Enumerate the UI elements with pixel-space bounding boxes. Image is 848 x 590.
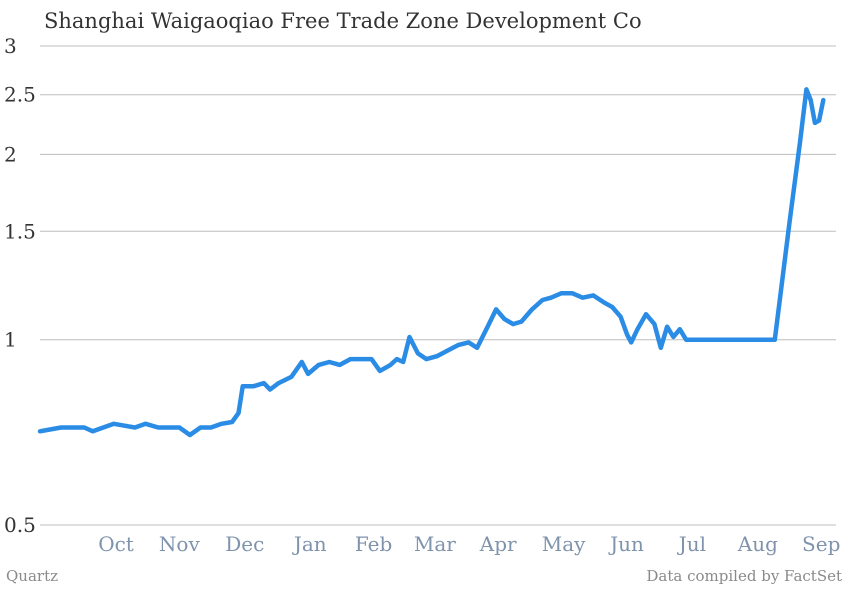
x-tick-label-jul: Jul	[677, 532, 706, 556]
x-tick-label-sep: Sep	[802, 532, 840, 556]
y-tick-label: 0.5	[4, 513, 36, 537]
chart-title: Shanghai Waigaoqiao Free Trade Zone Deve…	[44, 9, 642, 33]
y-tick-label: 2.5	[4, 83, 36, 107]
y-tick-label: 3	[4, 34, 17, 58]
x-tick-label-apr: Apr	[479, 532, 517, 556]
x-tick-label-oct: Oct	[98, 532, 134, 556]
y-axis-ticks: 3 2.5 2 1.5 1 0.5	[4, 34, 36, 537]
x-tick-label-jun: Jun	[608, 532, 644, 556]
y-tick-label: 1.5	[4, 219, 36, 243]
x-tick-label-mar: Mar	[414, 532, 456, 556]
gridlines	[40, 45, 836, 526]
x-tick-label-aug: Aug	[737, 532, 778, 556]
x-tick-label-may: May	[542, 532, 586, 556]
x-tick-label-dec: Dec	[225, 532, 264, 556]
source-right: Data compiled by FactSet	[646, 567, 842, 585]
series-line-0	[37, 87, 826, 438]
y-tick-label: 2	[4, 142, 17, 166]
y-tick-label: 1	[4, 328, 17, 352]
series-layer	[37, 87, 826, 438]
x-axis-ticks: Oct Nov Dec Jan Feb Mar Apr May Jun Jul Aug Sep	[98, 532, 840, 556]
x-tick-label-feb: Feb	[355, 532, 392, 556]
x-tick-label-jan: Jan	[292, 532, 327, 556]
source-left: Quartz	[6, 567, 58, 585]
x-tick-label-nov: Nov	[159, 532, 201, 556]
